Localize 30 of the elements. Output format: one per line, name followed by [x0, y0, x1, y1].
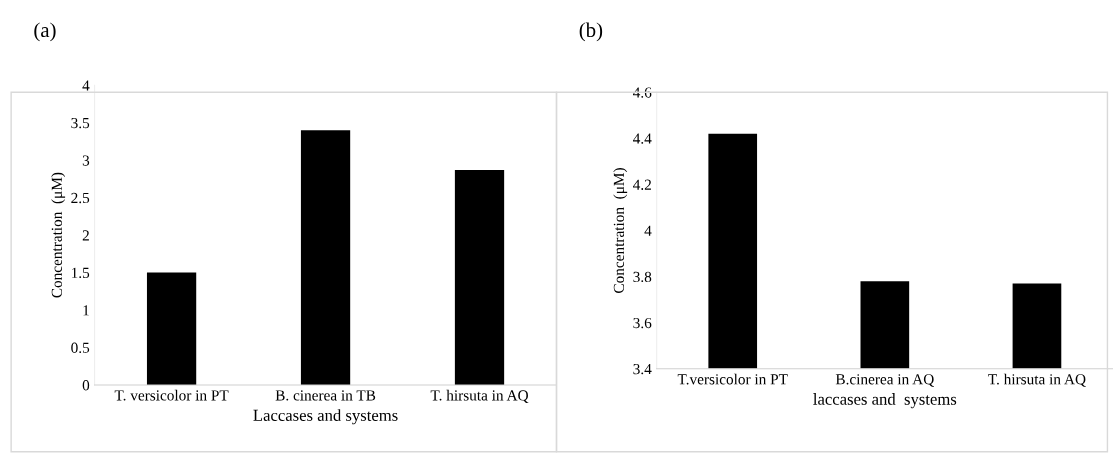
x-tick-label: T. hirsuta in AQ: [988, 373, 1086, 387]
bar: [454, 169, 505, 385]
x-tick-label: T. hirsuta in AQ: [430, 389, 529, 403]
y-tick-label: 4: [644, 225, 652, 236]
y-tick-label: 3.8: [633, 271, 652, 283]
y-tick-label: 3.6: [633, 317, 652, 329]
y-tick-label: 3.5: [71, 117, 90, 129]
y-tick-label: 4.4: [633, 133, 652, 144]
x-tick-label: T.versicolor in PT: [677, 373, 788, 385]
y-tick-label: 0.5: [71, 342, 90, 353]
x-axis-title: laccases and systems: [813, 393, 957, 409]
y-axis-title: Concentration (μM): [613, 168, 628, 293]
x-tick-label: B.cinerea in AQ: [835, 374, 934, 387]
y-axis-title: Concentration (μM): [51, 172, 66, 298]
x-tick-label: T. versicolor in PT: [114, 389, 229, 401]
chart-title: (b): [579, 22, 603, 42]
y-tick-label: 1: [83, 305, 89, 316]
y-tick-label: 4: [82, 80, 90, 91]
y-tick-label: 0: [82, 380, 90, 391]
x-axis-title: Laccases and systems: [253, 409, 398, 425]
bar: [300, 130, 351, 385]
chart-title: (a): [34, 22, 56, 42]
y-tick-label: 3.4: [633, 363, 652, 375]
x-tick-label: B. cinerea in TB: [275, 390, 376, 401]
y-tick-label: 1.5: [71, 267, 90, 279]
y-tick-label: 4.2: [633, 179, 651, 190]
y-tick-label: 3: [82, 155, 90, 166]
bar: [146, 272, 197, 385]
y-tick-label: 2: [82, 230, 89, 241]
y-tick-label: 2.5: [71, 192, 90, 204]
